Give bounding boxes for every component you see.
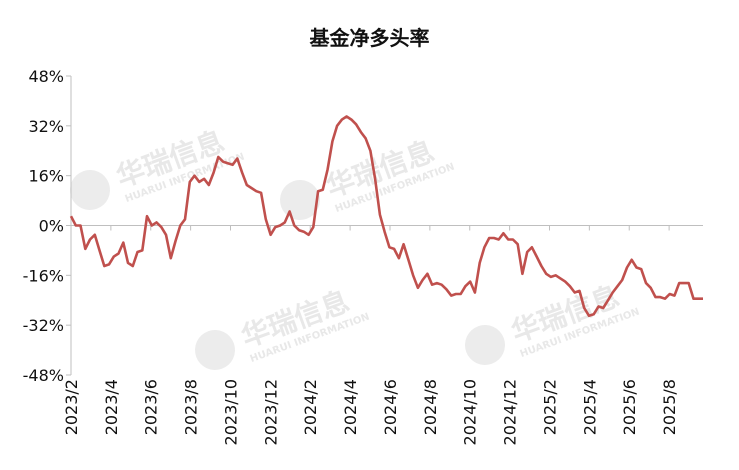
watermark-logo: 华瑞信息 HUARUI INFORMATION (70, 125, 246, 210)
watermark-logo: 华瑞信息 HUARUI INFORMATION (465, 280, 641, 365)
y-tick-label: -32% (23, 316, 64, 335)
x-tick-label: 2024/10 (461, 379, 480, 445)
x-tick-label: 2024/12 (501, 379, 520, 445)
watermark-group: 华瑞信息 HUARUI INFORMATION 华瑞信息 HUARUI INFO… (70, 125, 641, 370)
x-tick-label: 2024/2 (301, 379, 320, 435)
x-tick-label: 2023/4 (102, 379, 121, 435)
series-group (69, 115, 703, 318)
x-tick-label: 2023/12 (261, 379, 280, 445)
series-line (69, 115, 703, 318)
x-tick-label: 2023/6 (142, 379, 161, 435)
y-tick-label: 32% (28, 117, 64, 136)
y-tick-label: 48% (28, 67, 64, 86)
x-tick-label: 2025/8 (660, 379, 679, 435)
watermark-logo: 华瑞信息 HUARUI INFORMATION (195, 285, 371, 370)
x-tick-label: 2024/4 (341, 379, 360, 435)
x-tick-label: 2023/8 (182, 379, 201, 435)
axes-group: 48% 32% 16% 0% -16% -32% -48%2023/2 2023/4 2023/… (23, 67, 703, 445)
y-tick-label: 0% (39, 217, 64, 236)
x-tick-label: 2023/10 (221, 379, 240, 445)
y-tick-label: -48% (23, 366, 64, 385)
y-tick-label: 16% (28, 167, 64, 186)
chart-title: 基金净多头率 (309, 26, 430, 50)
watermark-logo: 华瑞信息 HUARUI INFORMATION (280, 135, 456, 220)
x-tick-label: 2025/4 (580, 379, 599, 435)
x-tick-label: 2025/2 (540, 379, 559, 435)
x-tick-label: 2025/6 (620, 379, 639, 435)
x-tick-label: 2024/8 (421, 379, 440, 435)
x-tick-label: 2024/6 (381, 379, 400, 435)
x-tick-label: 2023/2 (62, 379, 81, 435)
y-tick-label: -16% (23, 266, 64, 285)
